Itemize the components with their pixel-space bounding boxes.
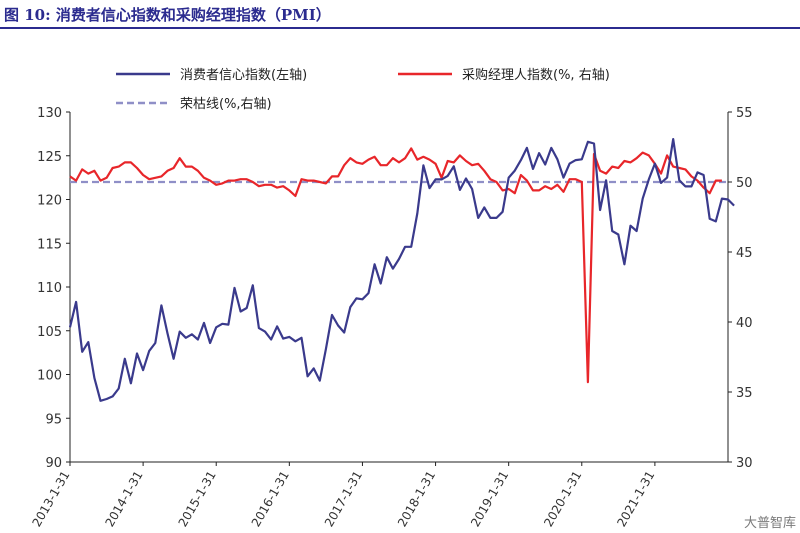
x-tick-label: 2020-1-31	[541, 469, 584, 530]
x-tick-label: 2014-1-31	[103, 469, 146, 530]
legend-label-threshold: 荣枯线(%,右轴)	[180, 97, 272, 112]
title-bar: 图 10: 消费者信心指数和采购经理指数（PMI）	[0, 0, 800, 30]
y-right-tick-label: 35	[736, 386, 753, 401]
series-layer	[68, 138, 735, 402]
x-tick-label: 2021-1-31	[614, 469, 657, 530]
watermark: 大普智库	[743, 516, 796, 531]
y-left-tick-label: 110	[37, 281, 62, 296]
y-left-tick-label: 125	[37, 150, 62, 165]
figure-label: 图 10:	[4, 6, 51, 24]
y-left-tick-label: 120	[37, 194, 62, 209]
x-tick-label: 2018-1-31	[395, 469, 438, 530]
y-left-tick-label: 105	[37, 325, 62, 340]
chart-title: 消费者信心指数和采购经理指数（PMI）	[55, 6, 331, 24]
y-right-tick-label: 30	[736, 456, 753, 471]
page-title: 图 10: 消费者信心指数和采购经理指数（PMI）	[4, 4, 331, 25]
y-left-tick-label: 130	[37, 106, 62, 121]
x-tick-label: 2016-1-31	[249, 469, 292, 530]
legend-label-pmi: 采购经理人指数(%, 右轴)	[462, 67, 610, 83]
y-left-tick-label: 95	[45, 412, 62, 427]
y-right-tick-label: 55	[736, 106, 753, 121]
x-tick-label: 2019-1-31	[468, 468, 511, 529]
y-right-tick-label: 45	[736, 246, 753, 261]
y-left-tick-label: 90	[45, 456, 62, 471]
x-tick-label: 2015-1-31	[176, 469, 219, 530]
legend-label-cci: 消费者信心指数(左轴)	[180, 68, 307, 83]
legend: 消费者信心指数(左轴) 采购经理人指数(%, 右轴) 荣枯线(%,右轴)	[116, 67, 610, 112]
series-line-pmi	[69, 147, 722, 384]
x-tick-label: 2013-1-31	[29, 469, 72, 530]
x-tick-label: 2017-1-31	[322, 469, 365, 530]
title-underline	[0, 27, 800, 29]
series-line-cci	[68, 138, 735, 402]
y-right-tick-label: 50	[736, 176, 753, 191]
y-left-tick-label: 115	[37, 237, 62, 252]
y-left-tick-label: 100	[37, 369, 62, 384]
y-right-tick-label: 40	[736, 316, 753, 331]
